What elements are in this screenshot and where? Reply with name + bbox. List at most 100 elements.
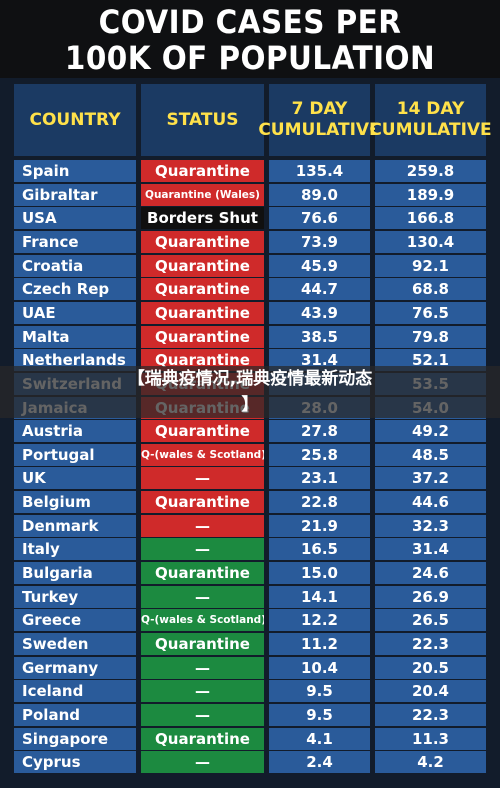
status-cell: Quarantine [141,254,264,277]
country-cell: Sweden [14,633,136,655]
table-row: Gibraltar Quarantine (Wales) 89.0 189.9 [14,183,486,206]
header-14day: 14 DAY CUMULATIVE [369,84,492,156]
seven-day-cell: 21.9 [269,514,370,537]
seven-day-cell: 9.5 [269,680,370,703]
country-cell: USA [14,207,136,230]
status-cell: Quarantine [141,420,264,443]
table-row: Portugal Q-(wales & Scotland) 25.8 48.5 [14,443,486,466]
title-line-1: COVID CASES PER [98,3,402,41]
seven-day-cell: 22.8 [269,491,370,514]
seven-day-cell: 38.5 [269,325,370,348]
country-cell: Malta [14,325,136,348]
table-row: Italy —16.5 31.4 [14,538,486,561]
country-cell: Cyprus [14,751,136,774]
seven-day-cell: 11.2 [269,633,370,655]
fourteen-day-cell: 31.4 [375,538,486,561]
caption-overlay: 【瑞典疫情况,瑞典疫情最新动态 】 [0,366,500,418]
fourteen-day-cell: 32.3 [375,514,486,537]
status-cell: Q-(wales & Scotland) [141,443,264,466]
seven-day-cell: 12.2 [269,609,370,632]
country-cell: Portugal [14,443,136,466]
table-row: Cyprus —2.4 4.2 [14,751,486,774]
fourteen-day-cell: 11.3 [375,727,486,750]
seven-day-cell: 27.8 [269,420,370,443]
seven-day-cell: 4.1 [269,727,370,750]
status-cell: Quarantine [141,160,264,182]
seven-day-cell: 31.4 [269,349,370,372]
country-cell: Poland [14,703,136,726]
overlay-line-1: 【瑞典疫情况,瑞典疫情最新动态 [127,369,373,389]
fourteen-day-cell: 79.8 [375,325,486,348]
fourteen-day-cell: 26.5 [375,609,486,632]
seven-day-cell: 10.4 [269,656,370,679]
country-cell: Germany [14,656,136,679]
table-row: Sweden Quarantine 11.2 22.3 [14,633,486,655]
seven-day-cell: 89.0 [269,183,370,206]
fourteen-day-cell: 76.5 [375,301,486,324]
header-7day: 7 DAY CUMULATIVE [258,84,381,156]
status-cell: — [141,538,264,561]
country-cell: Bulgaria [14,562,136,585]
title-line-2: 100K OF POPULATION [64,39,436,77]
fourteen-day-cell: 24.6 [375,562,486,585]
country-cell: Greece [14,609,136,632]
table-row: Bulgaria Quarantine 15.0 24.6 [14,562,486,585]
fourteen-day-cell: 48.5 [375,443,486,466]
country-cell: France [14,230,136,253]
fourteen-day-cell: 166.8 [375,207,486,230]
status-cell: Quarantine [141,301,264,324]
table-row: Netherlands Quarantine 31.4 52.1 [14,349,486,372]
table-row: Belgium Quarantine 22.8 44.6 [14,491,486,514]
fourteen-day-cell: 26.9 [375,585,486,608]
fourteen-day-cell: 130.4 [375,230,486,253]
seven-day-cell: 45.9 [269,254,370,277]
seven-day-cell: 23.1 [269,467,370,490]
fourteen-day-cell: 49.2 [375,420,486,443]
covid-table: COUNTRY STATUS 7 DAY CUMULATIVE 14 DAY CUM… [14,84,492,778]
status-cell: — [141,514,264,537]
table-row: Austria Quarantine 27.8 49.2 [14,420,486,443]
status-cell: Quarantine [141,349,264,372]
country-cell: Croatia [14,254,136,277]
country-cell: Gibraltar [14,183,136,206]
seven-day-cell: 15.0 [269,562,370,585]
fourteen-day-cell: 68.8 [375,278,486,301]
country-cell: Belgium [14,491,136,514]
fourteen-day-cell: 92.1 [375,254,486,277]
seven-day-cell: 2.4 [269,751,370,774]
header-country: COUNTRY [14,84,136,156]
status-cell: Q-(wales & Scotland) [141,609,264,632]
table-row: Iceland —9.5 20.4 [14,680,486,703]
country-cell: Italy [14,538,136,561]
table-row: Malta Quarantine 38.5 79.8 [14,325,486,348]
status-cell: Quarantine [141,491,264,514]
status-cell: — [141,680,264,703]
status-cell: Quarantine [141,230,264,253]
seven-day-cell: 25.8 [269,443,370,466]
header-status: STATUS [141,84,264,156]
status-cell: Borders Shut [141,207,264,230]
fourteen-day-cell: 44.6 [375,491,486,514]
status-cell: — [141,751,264,774]
table-row: Turkey —14.1 26.9 [14,585,486,608]
table-row: Denmark —21.9 32.3 [14,514,486,537]
fourteen-day-cell: 4.2 [375,751,486,774]
table-row: France Quarantine 73.9 130.4 [14,230,486,253]
status-cell: — [141,656,264,679]
fourteen-day-cell: 20.4 [375,680,486,703]
seven-day-cell: 76.6 [269,207,370,230]
overlay-line-2: 】 [241,395,259,415]
country-cell: Czech Rep [14,278,136,301]
table-row: Greece Q-(wales & Scotland) 12.2 26.5 [14,609,486,632]
table-row: USA Borders Shut 76.6 166.8 [14,207,486,230]
country-cell: UAE [14,301,136,324]
table-row: Germany —10.4 20.5 [14,656,486,679]
fourteen-day-cell: 37.2 [375,467,486,490]
country-cell: Netherlands [14,349,136,372]
seven-day-cell: 9.5 [269,703,370,726]
table-row: Croatia Quarantine 45.9 92.1 [14,254,486,277]
fourteen-day-cell: 22.3 [375,703,486,726]
status-cell: — [141,467,264,490]
status-cell: Quarantine (Wales) [141,183,264,206]
country-cell: Turkey [14,585,136,608]
